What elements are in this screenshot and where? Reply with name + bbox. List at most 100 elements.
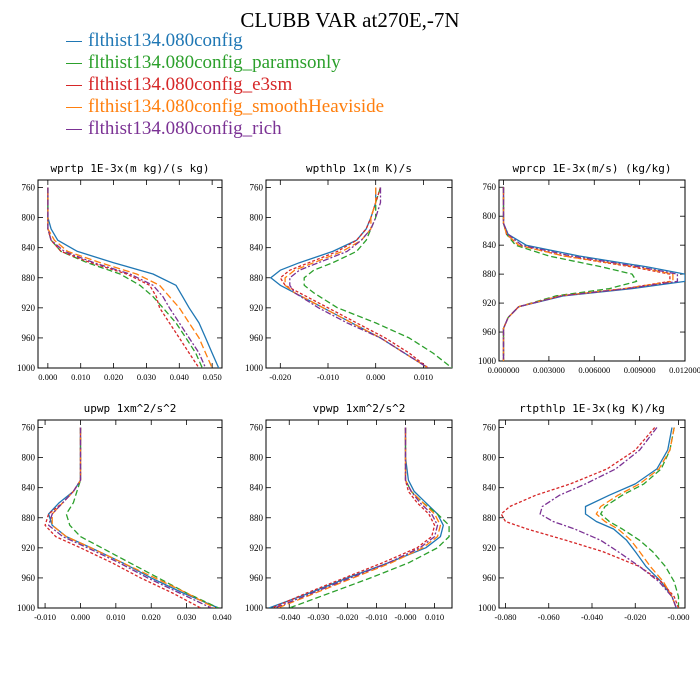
legend-swatch [66,40,82,42]
legend-entry: flthist134.080config [66,30,384,52]
series-line [289,187,429,368]
x-tick-label: -0.010 [34,612,56,622]
legend-label: flthist134.080config [88,30,243,51]
y-tick-label: 800 [250,453,264,463]
chart-panel: wprcp 1E-3x(m/s) (kg/kg) 760 800 840 880 920 9… [478,162,700,375]
series-line [500,427,680,608]
series-line [289,427,450,608]
plot-frame [37,179,223,369]
x-tick-label: 0.000 [366,372,385,382]
plot-frame [498,179,686,362]
x-tick-label: -0.040 [278,612,300,622]
chart-title: vpwp 1xm^2/s^2 [313,402,406,415]
y-tick-label: 760 [250,183,264,193]
legend-label: flthist134.080config_e3sm [88,74,293,95]
y-tick-label: 1000 [245,363,264,373]
y-tick-label: 760 [483,423,497,433]
series-line [595,427,677,608]
x-tick-label: -0.020 [269,372,291,382]
x-tick-label: 0.020 [104,372,123,382]
y-tick-label: 920 [250,303,264,313]
x-tick-label: -0.020 [624,612,646,622]
x-tick-label: -0.000 [668,612,690,622]
legend-entry: flthist134.080config_paramsonly [66,52,384,74]
x-tick-label: 0.010 [71,372,90,382]
y-tick-label: 760 [22,183,36,193]
chart-panel: upwp 1xm^2/s^2 760 800 840 880 920 960 1000-0.0… [17,402,232,622]
chart-title: rtpthlp 1E-3x(kg K)/kg [519,402,665,415]
legend-label: flthist134.080config_smoothHeaviside [88,96,385,117]
y-tick-label: 800 [483,211,497,221]
x-tick-label: 0.003000 [533,365,565,375]
y-tick-label: 1000 [478,356,497,366]
legend-swatch [66,62,82,64]
chart-panel: rtpthlp 1E-3x(kg K)/kg 760 800 840 880 920 960… [478,402,689,622]
y-tick-label: 800 [483,453,497,463]
series-line [47,187,200,368]
legend-swatch [66,128,82,130]
y-tick-label: 760 [483,182,497,192]
series-line [274,427,439,608]
y-tick-label: 1000 [245,603,264,613]
x-tick-label: 0.010 [414,372,433,382]
y-tick-label: 840 [483,240,497,250]
x-tick-label: 0.040 [212,612,231,622]
series-line [279,187,429,368]
y-tick-label: 960 [483,327,497,337]
y-tick-label: 1000 [17,363,36,373]
y-tick-label: 840 [483,483,497,493]
x-tick-label: 0.000000 [488,365,520,375]
x-tick-label: 0.010 [425,612,444,622]
plot-frame [265,179,453,369]
x-tick-label: 0.030 [177,612,196,622]
y-tick-label: 920 [483,298,497,308]
chart-panel: wprtp 1E-3x(m kg)/(s kg) 760 800 840 880 920 9… [17,162,223,382]
x-tick-label: 0.009000 [624,365,656,375]
y-tick-label: 760 [22,423,36,433]
legend-label: flthist134.080config_paramsonly [88,52,341,73]
y-tick-label: 880 [483,269,497,279]
series-line [502,187,671,361]
page-title: CLUBB VAR at270E,-7N [240,8,460,32]
y-tick-label: 960 [250,333,264,343]
y-tick-label: 880 [250,273,264,283]
y-tick-label: 920 [22,543,36,553]
x-tick-label: -0.000 [395,612,417,622]
chart-panel: wpthlp 1x(m K)/s 760 800 840 880 920 960 1000 -0… [245,162,453,382]
series-line [600,427,680,608]
y-tick-label: 840 [250,243,264,253]
series-line [47,187,203,368]
series-line [502,187,679,361]
chart-title: wpthlp 1x(m K)/s [306,162,412,175]
y-tick-label: 760 [250,423,264,433]
y-tick-label: 800 [22,213,36,223]
chart-title: wprtp 1E-3x(m kg)/(s kg) [51,162,210,175]
y-tick-label: 880 [22,513,36,523]
legend-swatch [66,106,82,108]
x-tick-label: -0.030 [307,612,329,622]
x-tick-label: 0.020 [142,612,161,622]
series-line [270,187,429,368]
series-line [502,187,685,361]
y-tick-label: 1000 [17,603,36,613]
y-tick-label: 960 [22,573,36,583]
x-tick-label: 0.006000 [578,365,610,375]
y-tick-label: 840 [22,243,36,253]
y-tick-label: 880 [483,513,497,523]
series-line [584,427,677,608]
series-line [268,427,444,608]
series-line [51,427,216,608]
y-tick-label: 800 [250,213,264,223]
y-tick-label: 800 [22,453,36,463]
chart-title: upwp 1xm^2/s^2 [84,402,177,415]
series-line [502,187,674,361]
x-tick-label: 0.030 [137,372,156,382]
series-line [271,427,436,608]
legend-label: flthist134.080config_rich [88,118,282,139]
series-line [539,427,677,608]
y-tick-label: 880 [22,273,36,283]
series-line [47,427,219,608]
y-tick-label: 840 [250,483,264,493]
legend: flthist134.080config flthist134.080config… [66,30,384,140]
